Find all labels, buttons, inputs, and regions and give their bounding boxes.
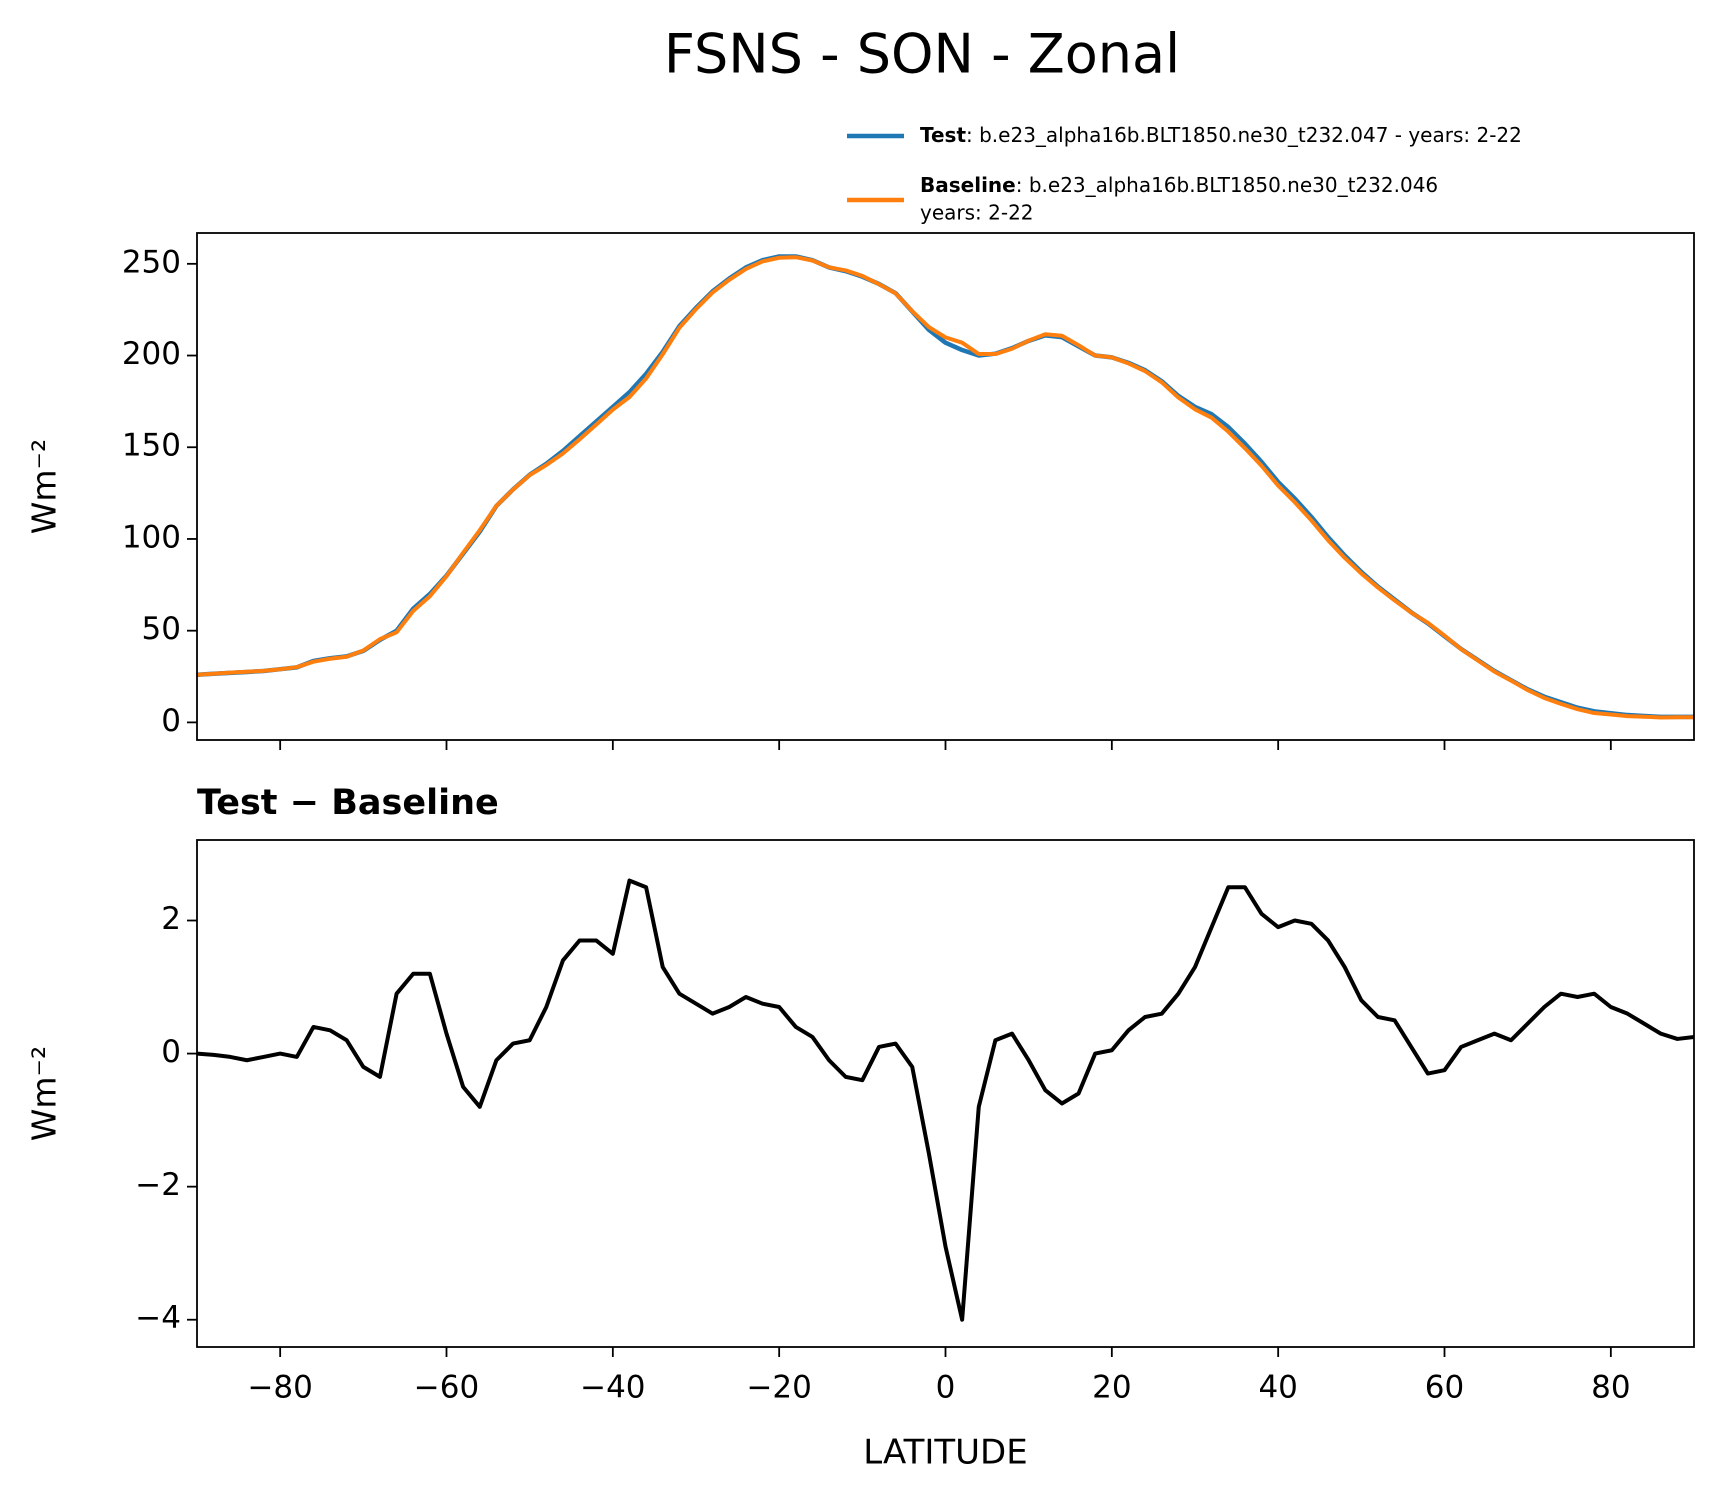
- legend-description: years: 2-22: [920, 201, 1034, 225]
- x-tick-label: −60: [414, 1370, 479, 1406]
- y-tick-label: 2: [161, 901, 181, 937]
- y-axis-label: Wm⁻²: [25, 1046, 64, 1141]
- plot-area: [197, 254, 1694, 720]
- legend-description: : b.e23_alpha16b.BLT1850.ne30_t232.046: [1016, 173, 1438, 197]
- x-tick-label: 60: [1425, 1370, 1464, 1406]
- legend-label: Test: b.e23_alpha16b.BLT1850.ne30_t232.0…: [920, 123, 1522, 147]
- y-tick-label: 0: [161, 703, 181, 739]
- axes-frame: [196, 232, 1695, 741]
- y-tick-label: 100: [122, 519, 181, 555]
- x-tick-label: −80: [247, 1370, 312, 1406]
- x-axis-label: LATITUDE: [863, 1433, 1027, 1473]
- y-tick-label: −4: [135, 1300, 181, 1336]
- plot-area: [197, 878, 1694, 1322]
- y-tick-label: 0: [161, 1034, 181, 1070]
- x-tick-label: 80: [1591, 1370, 1630, 1406]
- x-tick-label: 20: [1092, 1370, 1131, 1406]
- data-line: [197, 254, 1694, 720]
- data-line: [197, 255, 1694, 720]
- x-tick-label: 40: [1258, 1370, 1297, 1406]
- x-tick-label: −40: [580, 1370, 645, 1406]
- y-tick-label: 50: [142, 611, 181, 647]
- y-tick-label: 150: [122, 428, 181, 464]
- legend-name: Baseline: [920, 173, 1016, 197]
- y-axis-label: Wm⁻²: [25, 439, 64, 534]
- axes-frame: [196, 839, 1695, 1348]
- figure-title: FSNS - SON - Zonal: [664, 23, 1180, 86]
- axes-title: Test − Baseline: [197, 783, 499, 823]
- x-tick-label: −20: [746, 1370, 811, 1406]
- y-tick-label: 250: [122, 244, 181, 280]
- x-tick-label: 0: [936, 1370, 956, 1406]
- legend-description: : b.e23_alpha16b.BLT1850.ne30_t232.047 -…: [966, 123, 1522, 147]
- y-tick-label: −2: [135, 1167, 181, 1203]
- data-line: [197, 878, 1694, 1322]
- y-tick-label: 200: [122, 336, 181, 372]
- legend-label: Baseline: b.e23_alpha16b.BLT1850.ne30_t2…: [920, 173, 1438, 197]
- legend-name: Test: [920, 123, 966, 147]
